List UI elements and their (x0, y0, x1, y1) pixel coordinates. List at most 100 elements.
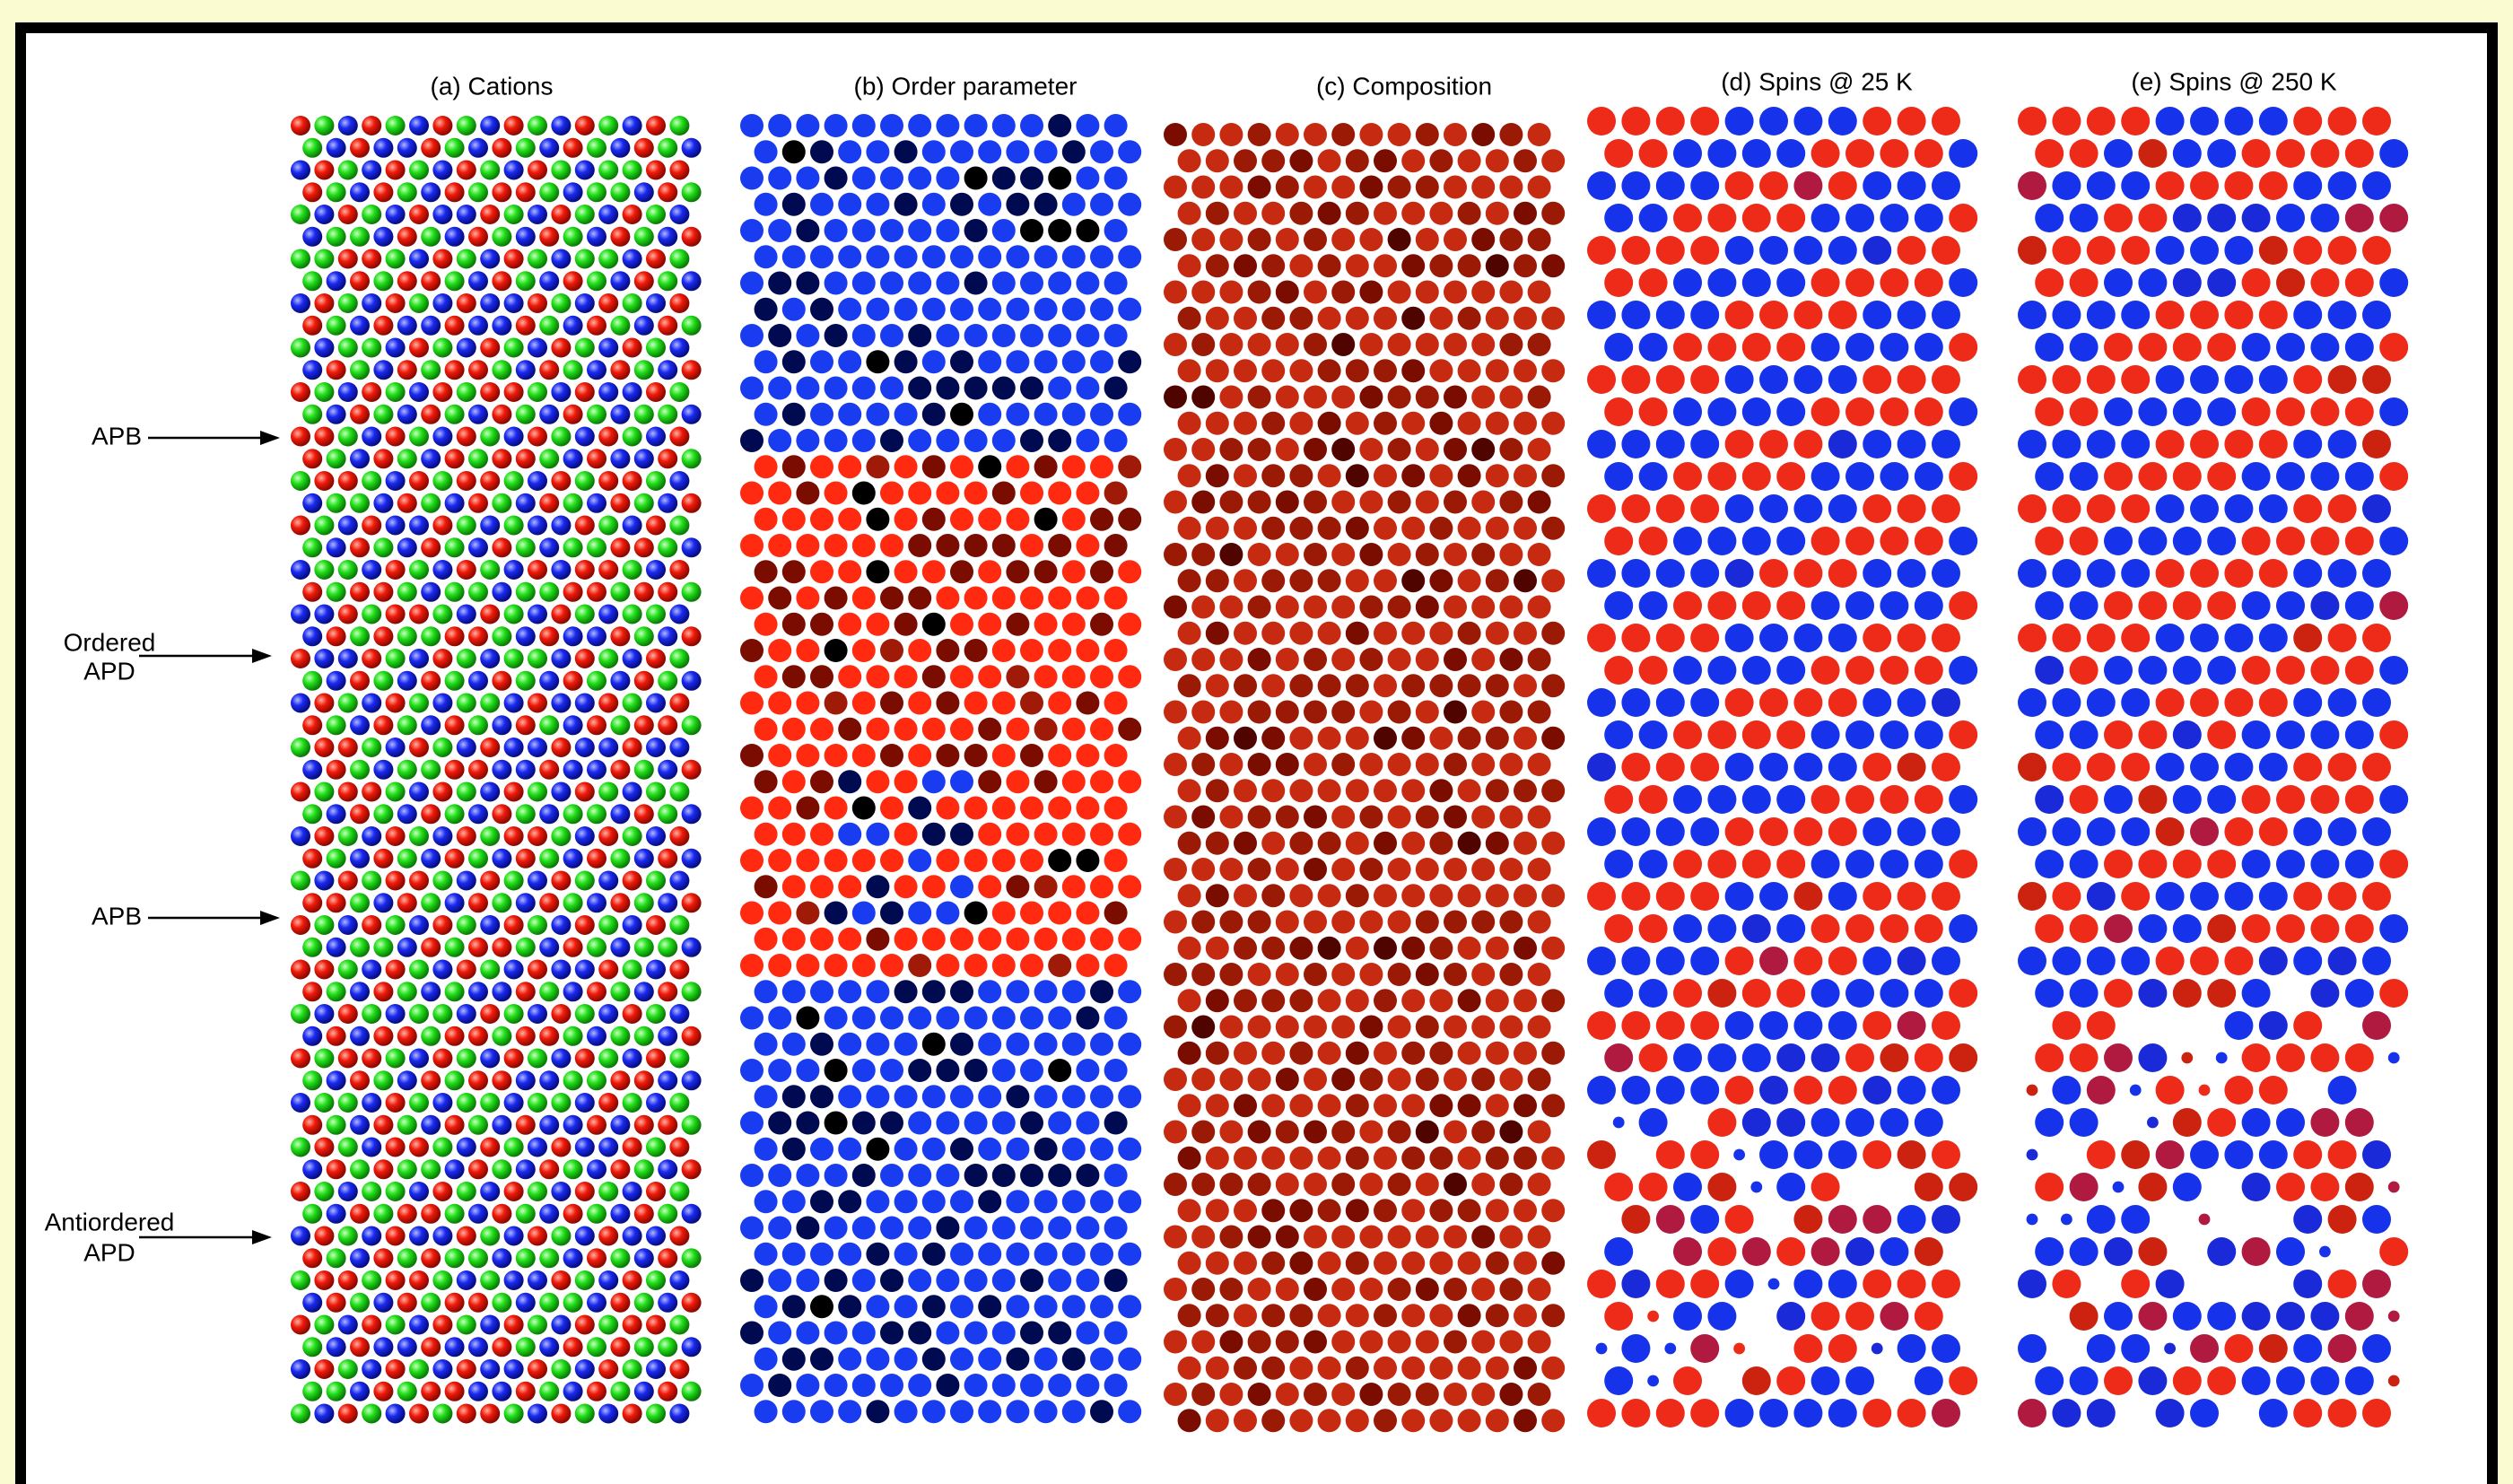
atom (1346, 1409, 1369, 1432)
atom (1776, 527, 1805, 555)
atom (1656, 1399, 1685, 1427)
atom (922, 560, 946, 583)
atom (2104, 1366, 2133, 1395)
atom (1374, 149, 1397, 172)
atom (551, 382, 571, 402)
atom (755, 823, 778, 846)
atom (922, 1138, 946, 1161)
atom (669, 694, 689, 713)
atom (1528, 1278, 1551, 1301)
atom (1639, 1043, 1668, 1072)
annotation: APB (92, 902, 142, 930)
atom (421, 1115, 441, 1135)
atom (1104, 639, 1128, 662)
atom (1915, 1237, 1943, 1266)
atom (575, 1049, 595, 1069)
atom (740, 1164, 763, 1187)
atom (908, 639, 931, 662)
atom (587, 982, 606, 1001)
atom (634, 849, 654, 869)
atom (810, 1085, 833, 1108)
atom (634, 360, 654, 380)
atom (539, 1337, 559, 1357)
atom (669, 205, 689, 224)
atom (1346, 1147, 1369, 1170)
atom (978, 560, 1001, 583)
atom (894, 508, 918, 531)
atom (314, 960, 334, 980)
atom (516, 1159, 536, 1179)
atom (1759, 559, 1788, 588)
atom (2035, 785, 2064, 814)
atom (1725, 301, 1754, 329)
atom (1090, 508, 1113, 531)
atom (1915, 462, 1943, 491)
atom (1776, 462, 1805, 491)
atom (1528, 228, 1551, 251)
atom (1331, 596, 1355, 619)
atom (922, 1348, 946, 1371)
atom (782, 350, 806, 373)
atom (1164, 1226, 1187, 1249)
atom (634, 138, 654, 158)
atom (2156, 430, 2185, 458)
atom (658, 1204, 677, 1224)
atom (1514, 202, 1537, 225)
atom (1374, 989, 1397, 1012)
atom (2345, 979, 2374, 1008)
atom (1444, 701, 1467, 724)
atom (1234, 1199, 1257, 1222)
atom (610, 138, 630, 158)
atom (1759, 1076, 1788, 1104)
atom (1006, 560, 1029, 583)
atom (1219, 701, 1243, 724)
atom (880, 114, 903, 137)
atom (810, 298, 833, 321)
atom (432, 1004, 452, 1024)
atom (302, 1293, 322, 1313)
atom (922, 140, 946, 163)
atom (1090, 1400, 1113, 1423)
atom (1191, 753, 1215, 776)
atom (338, 471, 358, 491)
atom (1388, 1278, 1411, 1301)
atom (1164, 1121, 1187, 1144)
atom (2293, 236, 2322, 265)
atom (1793, 817, 1822, 846)
atom (445, 938, 465, 957)
atom (1318, 832, 1341, 855)
atom (445, 849, 465, 869)
atom (2156, 1399, 2185, 1427)
atom (2293, 301, 2322, 329)
atom (2027, 1214, 2038, 1226)
atom (2027, 1085, 2038, 1096)
atom (1863, 171, 1891, 200)
atom (1401, 202, 1425, 225)
atom (1034, 980, 1058, 1003)
atom (894, 140, 918, 163)
atom (1164, 858, 1187, 881)
atom (2242, 204, 2271, 232)
atom (1845, 268, 1874, 297)
atom (1528, 1173, 1551, 1196)
atom (2121, 947, 2150, 975)
atom (1863, 559, 1891, 588)
atom (740, 482, 763, 505)
atom (1429, 674, 1453, 697)
atom (964, 1374, 988, 1397)
atom (1458, 359, 1481, 382)
atom (409, 826, 429, 846)
atom (2035, 1108, 2064, 1137)
atom (1742, 1043, 1771, 1072)
atom (1647, 1375, 1659, 1387)
atom (852, 692, 876, 715)
atom (1331, 1383, 1355, 1406)
atom (992, 1112, 1016, 1135)
atom (682, 316, 702, 336)
atom (2328, 1399, 2357, 1427)
atom (1932, 688, 1960, 717)
atom (598, 161, 618, 180)
atom (338, 560, 358, 580)
atom (755, 403, 778, 426)
atom (1104, 692, 1128, 715)
